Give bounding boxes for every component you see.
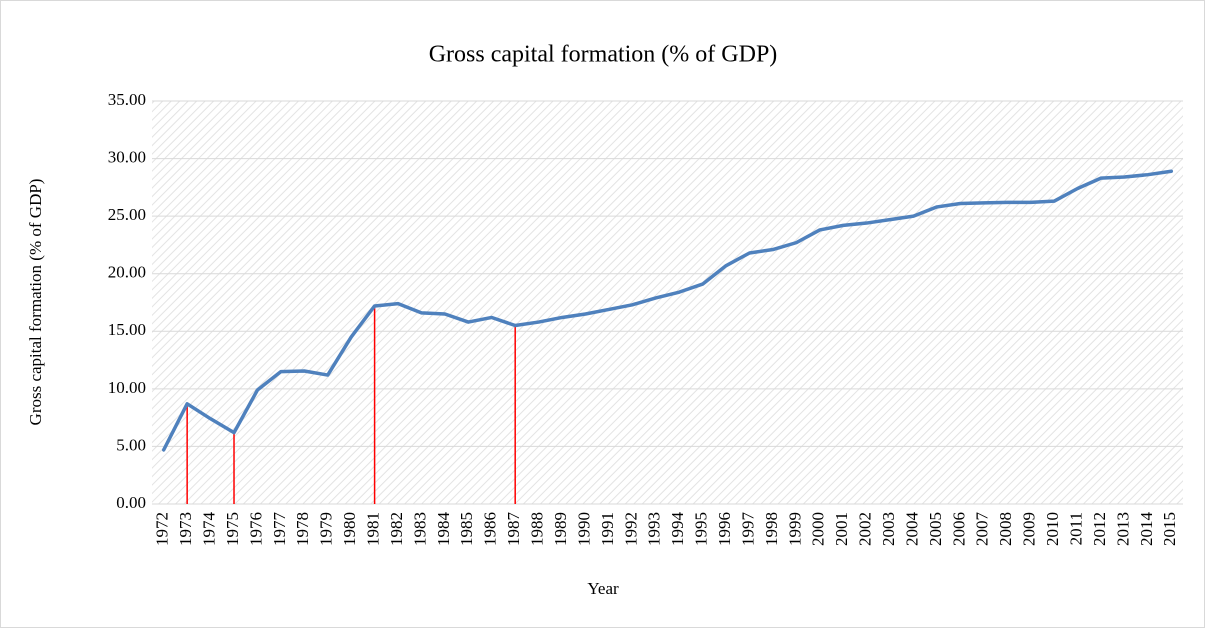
x-tick-label: 1981 — [364, 512, 383, 546]
x-tick-label: 1978 — [293, 512, 312, 546]
x-tick-label: 1991 — [598, 512, 617, 546]
x-tick-label: 2007 — [973, 512, 992, 547]
x-tick-label: 1997 — [738, 512, 757, 547]
y-tick-label: 15.00 — [108, 320, 146, 339]
x-tick-label: 1976 — [246, 512, 265, 546]
x-tick-label: 1996 — [715, 512, 734, 546]
y-tick-label: 25.00 — [108, 205, 146, 224]
x-tick-label: 1974 — [199, 512, 218, 547]
x-tick-label: 2009 — [1020, 512, 1039, 546]
x-tick-label: 1973 — [176, 512, 195, 546]
x-tick-label: 2010 — [1043, 512, 1062, 546]
chart-title: Gross capital formation (% of GDP) — [429, 42, 778, 68]
x-tick-label: 2013 — [1113, 512, 1132, 546]
y-tick-label: 30.00 — [108, 147, 146, 166]
x-tick-label: 1986 — [481, 512, 500, 546]
x-tick-label: 2003 — [879, 512, 898, 546]
x-tick-label: 2015 — [1160, 512, 1179, 546]
x-tick-label: 2000 — [809, 512, 828, 546]
x-tick-label: 1984 — [434, 512, 453, 547]
x-tick-label: 1977 — [270, 512, 289, 547]
y-tick-label: 5.00 — [116, 435, 146, 454]
x-tick-label: 2011 — [1066, 512, 1085, 545]
y-tick-label: 20.00 — [108, 263, 146, 282]
x-tick-label: 2012 — [1090, 512, 1109, 546]
y-axis-title: Gross capital formation (% of GDP) — [26, 179, 45, 426]
x-tick-label: 1980 — [340, 512, 359, 546]
y-tick-label: 35.00 — [108, 90, 146, 109]
x-tick-label: 1995 — [692, 512, 711, 546]
x-tick-label: 2014 — [1137, 512, 1156, 547]
x-tick-label: 1999 — [785, 512, 804, 546]
x-tick-label: 1983 — [410, 512, 429, 546]
x-tick-label: 1988 — [528, 512, 547, 546]
x-tick-label: 1987 — [504, 512, 523, 547]
x-tick-label: 1972 — [153, 512, 172, 546]
x-tick-label: 2006 — [949, 512, 968, 546]
x-tick-label: 1990 — [574, 512, 593, 546]
x-tick-label: 1979 — [317, 512, 336, 546]
x-tick-label: 2001 — [832, 512, 851, 546]
plot-area — [152, 101, 1183, 504]
x-tick-label: 1989 — [551, 512, 570, 546]
x-tick-label: 1992 — [621, 512, 640, 546]
x-tick-label: 1975 — [223, 512, 242, 546]
x-tick-label: 2002 — [856, 512, 875, 546]
x-tick-label: 2004 — [902, 512, 921, 547]
x-tick-label: 2008 — [996, 512, 1015, 546]
x-tick-label: 1994 — [668, 512, 687, 547]
x-tick-label: 1993 — [645, 512, 664, 546]
x-axis-title: Year — [587, 579, 619, 598]
x-tick-label: 1998 — [762, 512, 781, 546]
x-tick-label: 1982 — [387, 512, 406, 546]
series-line — [161, 169, 1174, 452]
x-tick-label: 1985 — [457, 512, 476, 546]
y-tick-label: 0.00 — [116, 493, 146, 512]
y-tick-label: 10.00 — [108, 378, 146, 397]
x-tick-label: 2005 — [926, 512, 945, 546]
